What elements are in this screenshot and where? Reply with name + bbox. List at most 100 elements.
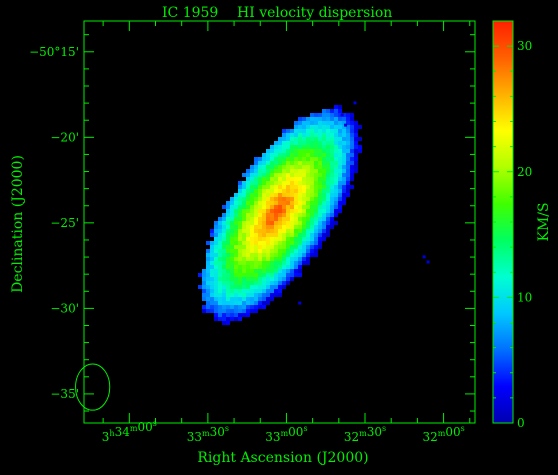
galaxy-pixel [282, 213, 286, 217]
galaxy-pixel [282, 273, 286, 277]
galaxy-pixel [294, 201, 298, 205]
galaxy-pixel [314, 165, 318, 169]
galaxy-pixel [262, 165, 266, 169]
galaxy-pixel [274, 201, 278, 205]
galaxy-pixel [326, 173, 330, 177]
galaxy-pixel [278, 225, 282, 229]
galaxy-pixel [318, 201, 322, 205]
galaxy-pixel [202, 297, 206, 301]
galaxy-pixel [342, 197, 346, 201]
galaxy-pixel [274, 233, 278, 237]
galaxy-pixel [206, 281, 210, 285]
galaxy-pixel [330, 177, 334, 181]
galaxy-pixel [326, 189, 330, 193]
galaxy-pixel [290, 273, 294, 277]
galaxy-pixel [270, 297, 274, 301]
galaxy-pixel [282, 205, 286, 209]
galaxy-pixel [226, 277, 230, 281]
galaxy-pixel [294, 189, 298, 193]
galaxy-pixel [334, 113, 338, 117]
galaxy-pixel [326, 125, 330, 129]
galaxy-pixel [222, 253, 226, 257]
galaxy-pixel [270, 145, 274, 149]
galaxy-pixel [278, 145, 282, 149]
galaxy-pixel [250, 169, 254, 173]
galaxy-pixel [266, 281, 270, 285]
galaxy-pixel [230, 229, 234, 233]
galaxy-pixel [330, 153, 334, 157]
galaxy-pixel [266, 273, 270, 277]
galaxy-pixel [338, 169, 342, 173]
galaxy-pixel [242, 213, 246, 217]
galaxy-pixel [234, 273, 238, 277]
galaxy-pixel [330, 185, 334, 189]
galaxy-pixel [234, 237, 238, 241]
galaxy-pixel [278, 149, 282, 153]
galaxy-pixel [270, 189, 274, 193]
galaxy-pixel [258, 225, 262, 229]
galaxy-pixel [282, 201, 286, 205]
galaxy-pixel [294, 221, 298, 225]
galaxy-pixel [278, 165, 282, 169]
galaxy-pixel [242, 181, 246, 185]
galaxy-pixel [266, 209, 270, 213]
galaxy-pixel [202, 285, 206, 289]
galaxy-pixel [298, 253, 302, 257]
galaxy-pixel [270, 185, 274, 189]
galaxy-pixel [298, 233, 302, 237]
galaxy-pixel [250, 309, 254, 313]
galaxy-pixel [230, 201, 234, 205]
galaxy-pixel [250, 261, 254, 265]
galaxy-pixel [334, 181, 338, 185]
galaxy-pixel [282, 165, 286, 169]
galaxy-pixel [354, 165, 358, 169]
galaxy-pixel [242, 237, 246, 241]
galaxy-pixel [230, 297, 234, 301]
galaxy-pixel [202, 305, 206, 309]
galaxy-pixel [330, 157, 334, 161]
galaxy-pixel [326, 141, 330, 145]
galaxy-pixel [338, 173, 342, 177]
galaxy-pixel [250, 305, 254, 309]
galaxy-pixel [274, 289, 278, 293]
galaxy-pixel [346, 177, 350, 181]
galaxy-pixel [242, 285, 246, 289]
galaxy-pixel [286, 269, 290, 273]
galaxy-pixel [222, 289, 226, 293]
galaxy-pixel [214, 301, 218, 305]
galaxy-pixel [298, 161, 302, 165]
galaxy-pixel [314, 173, 318, 177]
galaxy-pixel [338, 193, 342, 197]
galaxy-pixel [218, 249, 222, 253]
galaxy-pixel [346, 133, 350, 137]
galaxy-pixel [334, 193, 338, 197]
galaxy-pixel [214, 265, 218, 269]
galaxy-pixel [266, 233, 270, 237]
galaxy-pixel [282, 281, 286, 285]
galaxy-pixel [246, 233, 250, 237]
galaxy-pixel [206, 269, 210, 273]
galaxy-pixel [302, 209, 306, 213]
galaxy-pixel [234, 197, 238, 201]
colorbar-ticks: 0 10 20 30 [493, 20, 532, 430]
galaxy-pixel [286, 153, 290, 157]
galaxy-pixel [234, 229, 238, 233]
galaxy-pixel [230, 265, 234, 269]
galaxy-pixel [234, 313, 238, 317]
galaxy-pixel [278, 245, 282, 249]
galaxy-pixel [314, 149, 318, 153]
galaxy-pixel [318, 137, 322, 141]
galaxy-pixel [286, 253, 290, 257]
galaxy-pixel [286, 141, 290, 145]
galaxy-pixel [314, 113, 318, 117]
galaxy-pixel [354, 157, 358, 161]
galaxy-pixel [214, 253, 218, 257]
galaxy-pixel [318, 177, 322, 181]
galaxy-pixel [206, 241, 210, 245]
galaxy-pixel [350, 149, 354, 153]
chart-title: HI velocity dispersion [237, 5, 392, 21]
galaxy-pixel [286, 257, 290, 261]
galaxy-pixel [222, 249, 226, 253]
galaxy-pixel [334, 145, 338, 149]
galaxy-pixel [314, 217, 318, 221]
